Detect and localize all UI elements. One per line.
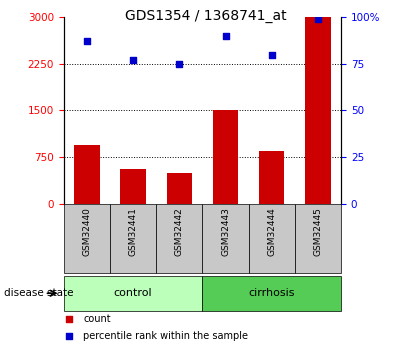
Bar xyxy=(203,276,341,310)
Text: control: control xyxy=(114,288,152,298)
Text: GDS1354 / 1368741_at: GDS1354 / 1368741_at xyxy=(125,9,286,23)
Text: GSM32441: GSM32441 xyxy=(129,207,138,256)
Bar xyxy=(74,145,99,204)
Bar xyxy=(120,169,146,204)
Bar xyxy=(156,204,203,273)
Text: percentile rank within the sample: percentile rank within the sample xyxy=(83,332,248,341)
Text: GSM32443: GSM32443 xyxy=(221,207,230,256)
Point xyxy=(268,52,275,57)
Point xyxy=(222,33,229,39)
Text: GSM32445: GSM32445 xyxy=(314,207,323,256)
Point xyxy=(66,316,72,322)
Bar xyxy=(64,204,110,273)
Bar xyxy=(295,204,341,273)
Point xyxy=(176,61,182,67)
Bar xyxy=(213,110,238,204)
Bar xyxy=(249,204,295,273)
Bar xyxy=(203,204,249,273)
Point xyxy=(66,334,72,339)
Bar xyxy=(305,17,331,204)
Text: GSM32442: GSM32442 xyxy=(175,207,184,256)
Point xyxy=(130,57,136,63)
Bar xyxy=(64,276,203,310)
Text: disease state: disease state xyxy=(4,288,74,298)
Point xyxy=(83,39,90,44)
Bar xyxy=(259,151,284,204)
Text: GSM32444: GSM32444 xyxy=(267,207,276,256)
Text: cirrhosis: cirrhosis xyxy=(249,288,295,298)
Bar xyxy=(166,172,192,204)
Point xyxy=(315,16,321,22)
Text: GSM32440: GSM32440 xyxy=(82,207,91,256)
Text: count: count xyxy=(83,314,111,324)
Bar xyxy=(110,204,156,273)
